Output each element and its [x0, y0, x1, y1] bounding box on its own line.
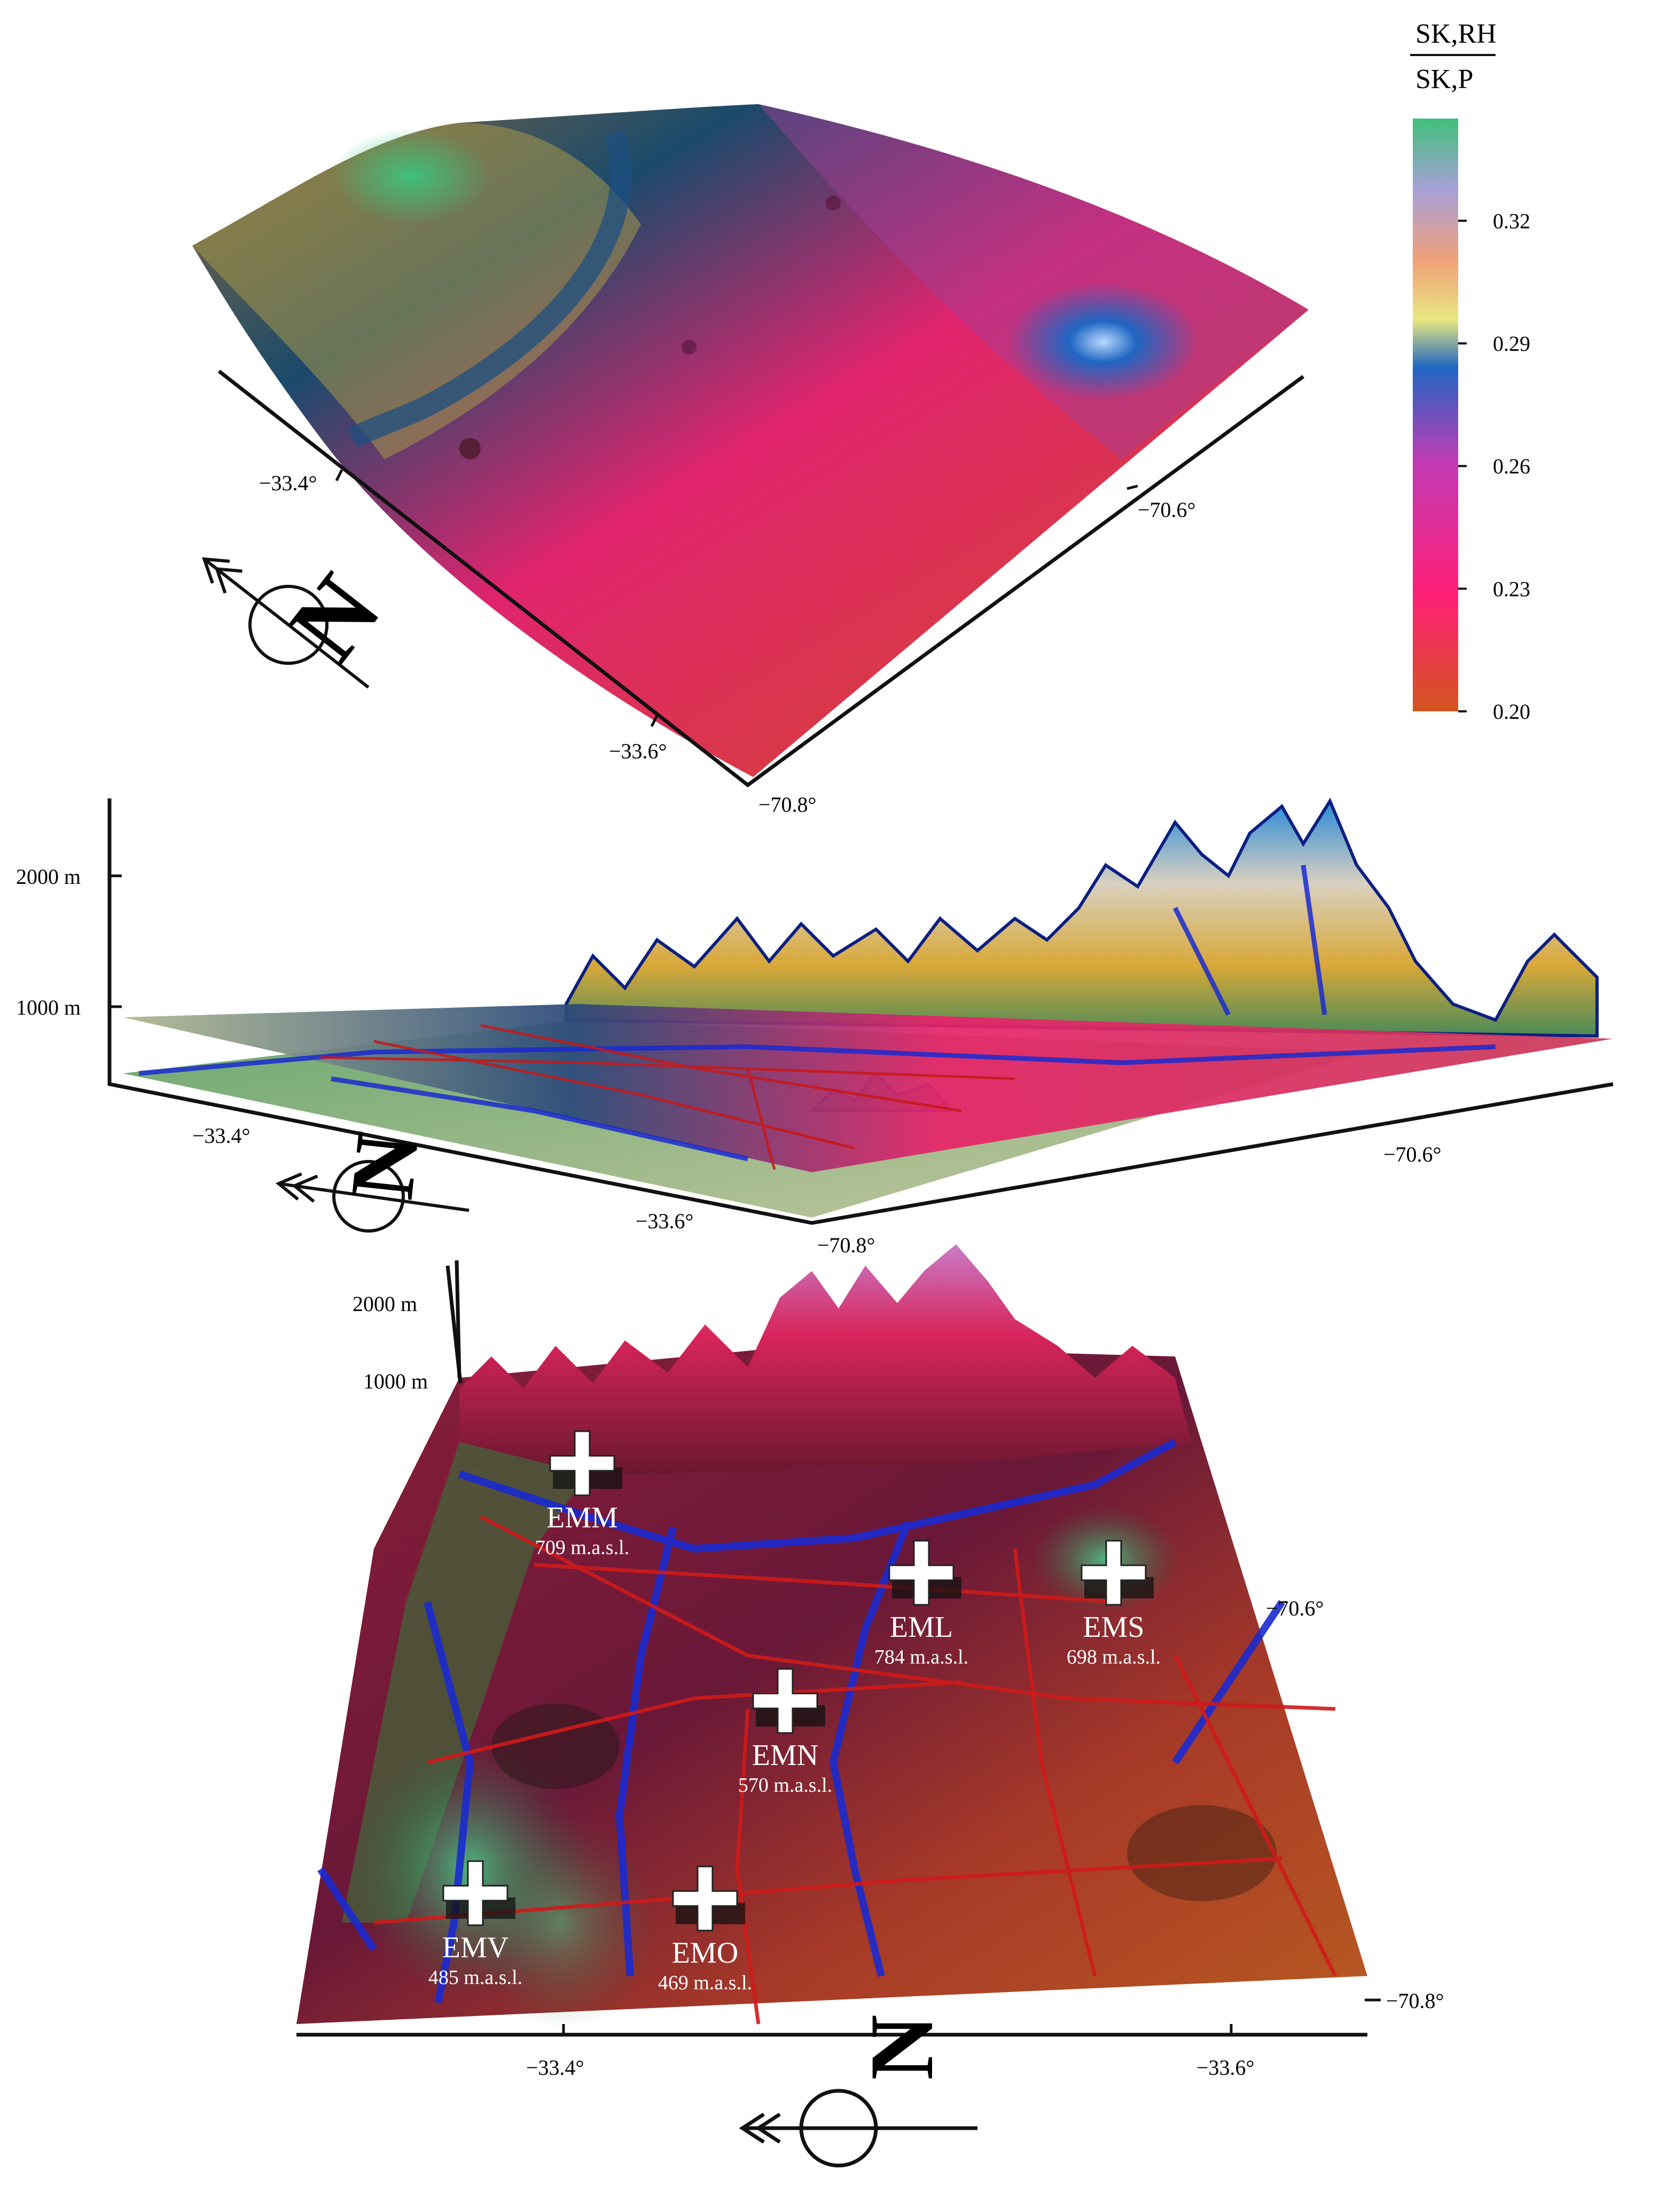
colorbar: SK,RH SK,P 0.32 0.29 0.26 0.23 0.20: [1410, 19, 1530, 724]
lon-label: −70.6°: [1266, 1596, 1324, 1620]
plus-marker-icon: [549, 1430, 615, 1496]
colorbar-tick-label: 0.23: [1493, 577, 1530, 601]
blue-low-spot: [1007, 283, 1199, 401]
station-elevation: 709 m.a.s.l.: [535, 1536, 629, 1559]
plus-marker-icon: [442, 1860, 508, 1926]
tick-mark: [335, 469, 343, 482]
green-glow-spot: [465, 1816, 657, 2029]
station-elevation: 469 m.a.s.l.: [658, 1972, 752, 1994]
north-arrow-icon: [739, 2089, 977, 2168]
colorbar-gradient: [1413, 119, 1458, 711]
lat-label: −33.4°: [259, 471, 317, 495]
roads: [320, 1024, 1015, 1170]
lat-label: −33.6°: [636, 1209, 694, 1233]
station-elevation: 784 m.a.s.l.: [874, 1646, 968, 1668]
plus-marker-icon: [888, 1540, 954, 1606]
lat-label: −33.4°: [192, 1124, 251, 1148]
lat-label: −33.4°: [526, 2056, 584, 2080]
lon-label: −70.6°: [1138, 498, 1196, 522]
lon-label: −70.8°: [1386, 1989, 1444, 2013]
roads: [373, 1515, 1337, 2025]
elevation-label: 1000 m: [363, 1369, 428, 1393]
elevation-label: 2000 m: [16, 865, 81, 889]
plus-marker-icon: [672, 1865, 738, 1932]
station-code: EML: [890, 1611, 953, 1644]
lon-label: −70.6°: [1383, 1142, 1442, 1166]
tick-mark: [1126, 484, 1138, 490]
colorbar-tick-label: 0.29: [1493, 332, 1530, 356]
station-code: EMO: [672, 1936, 738, 1970]
station-elevation: 485 m.a.s.l.: [428, 1966, 522, 1989]
elevation-label: 2000 m: [353, 1292, 417, 1316]
station-elevation: 570 m.a.s.l.: [738, 1774, 832, 1797]
tick-mark: [650, 715, 659, 727]
colorbar-title-denominator: SK,P: [1415, 64, 1473, 95]
elevation-label: 1000 m: [16, 995, 81, 1019]
sensitivity-plane: [123, 1004, 1613, 1172]
lon-label: −70.8°: [817, 1233, 875, 1257]
lat-label: −33.6°: [609, 739, 667, 763]
surface-dimple: [459, 438, 481, 459]
surface-dimple: [826, 195, 841, 210]
dark-hill: [1127, 1805, 1277, 1901]
plus-marker-icon: [1081, 1540, 1147, 1606]
north-arrow-icon: [202, 557, 370, 689]
mountain-ridge: [459, 1244, 1191, 1474]
colorbar-tick-label: 0.32: [1493, 209, 1530, 233]
lat-label: −33.6°: [1196, 2056, 1255, 2080]
colorbar-title-numerator: SK,RH: [1415, 19, 1497, 49]
station-code: EMM: [546, 1501, 618, 1534]
north-arrow-icon: [275, 1160, 469, 1233]
station-code: EMS: [1083, 1611, 1144, 1644]
sensitivity-surface-left-shade: [192, 123, 641, 459]
colorbar-tick-label: 0.20: [1493, 700, 1530, 724]
lon-label: −70.8°: [758, 793, 817, 817]
middle-panel: 2000 m 1000 m −33.4° −33.6° −70.6° −70.8…: [16, 797, 1614, 1257]
north-letter: N: [331, 1128, 438, 1204]
top-panel: −33.4° −33.6° −70.6° −70.8° N: [192, 104, 1309, 817]
andes-mountains: [565, 797, 1599, 1038]
top-axis-frame: [217, 370, 1305, 788]
north-letter: N: [851, 2014, 952, 2080]
vertical-axis: [445, 1265, 463, 1384]
station-code: EMN: [752, 1739, 818, 1772]
station-elevation: 698 m.a.s.l.: [1067, 1646, 1161, 1668]
surface-dimple: [682, 340, 697, 355]
rivers: [138, 865, 1496, 1162]
green-peak-spot: [331, 128, 491, 224]
dark-hill: [491, 1704, 620, 1789]
colorbar-tick-label: 0.26: [1493, 454, 1530, 479]
station-code: EMV: [442, 1931, 508, 1964]
middle-axis-frame: [107, 798, 1614, 1225]
sensitivity-surface-blue-band: [348, 130, 632, 448]
plus-marker-icon: [752, 1668, 818, 1734]
colorbar-ticks: 0.32 0.29 0.26 0.23 0.20: [1458, 209, 1530, 724]
rivers: [317, 1438, 1285, 2004]
